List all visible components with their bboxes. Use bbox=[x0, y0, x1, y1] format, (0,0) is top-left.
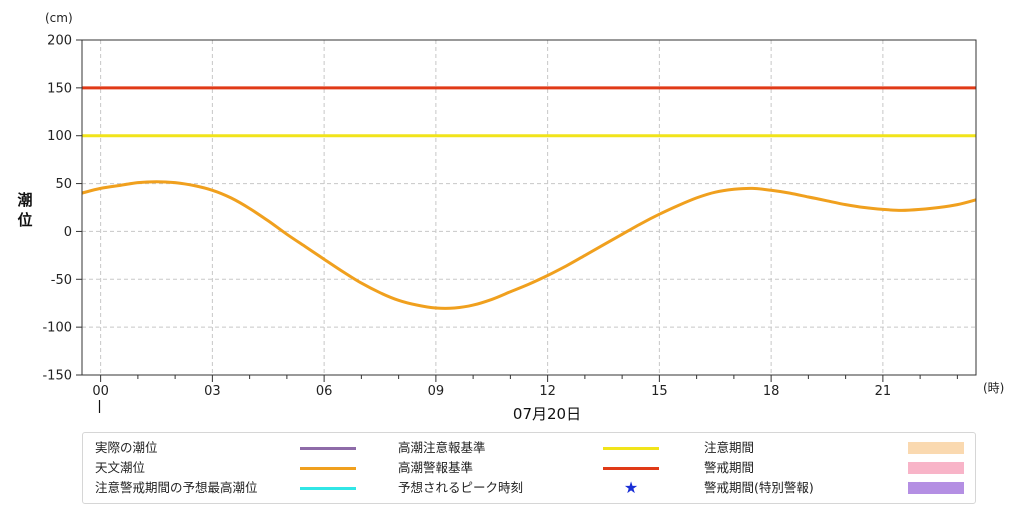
legend-swatch-rect bbox=[908, 442, 964, 454]
y-tick-label: -100 bbox=[42, 321, 72, 336]
legend: 実際の潮位天文潮位注意警戒期間の予想最高潮位 高潮注意報基準 高潮警報基準予想される… bbox=[82, 432, 976, 504]
star-icon: ★ bbox=[623, 478, 639, 497]
legend-item: 注意警戒期間の予想最高潮位 bbox=[95, 478, 360, 498]
tide-chart: 200 150 100 50 0 -50 -100 -150 00 03 06 09 12 15 18 21… bbox=[17, 11, 1004, 423]
y-tick-label: -50 bbox=[51, 273, 72, 288]
x-tick-label: 06 bbox=[316, 384, 333, 399]
legend-item: 天文潮位 bbox=[95, 458, 360, 478]
x-axis-ticks: 00 03 06 09 12 15 18 21 bbox=[92, 375, 958, 399]
legend-swatch-rect bbox=[908, 462, 964, 474]
legend-swatch-line bbox=[300, 447, 356, 450]
date-label: 07月20日 bbox=[513, 405, 581, 423]
legend-swatch-rect bbox=[908, 482, 964, 494]
legend-item: 予想されるピーク時刻 ★ bbox=[398, 478, 663, 498]
y-tick-label: 50 bbox=[55, 177, 72, 192]
x-tick-label: 03 bbox=[204, 384, 221, 399]
series-lines bbox=[81, 180, 977, 310]
legend-label: 天文潮位 bbox=[95, 460, 146, 475]
legend-item: 注意期間 bbox=[704, 438, 968, 458]
x-tick-label: 09 bbox=[428, 384, 445, 399]
y-tick-label: 150 bbox=[47, 81, 72, 96]
legend-label: 注意期間 bbox=[704, 440, 755, 455]
y-tick-label: 100 bbox=[47, 129, 72, 144]
legend-swatch-line bbox=[300, 487, 356, 490]
y-tick-label: 200 bbox=[47, 34, 72, 49]
legend-label: 警戒期間 bbox=[704, 460, 755, 475]
legend-label: 高潮警報基準 bbox=[398, 460, 474, 475]
x-tick-label: 00 bbox=[92, 384, 109, 399]
legend-item: 警戒期間 bbox=[704, 458, 968, 478]
plot-frame bbox=[81, 39, 977, 376]
y-axis-title-char: 位 bbox=[17, 211, 32, 229]
y-axis-title: 潮位 bbox=[17, 191, 32, 229]
legend-label: 実際の潮位 bbox=[95, 440, 158, 455]
y-axis-ticks: 200 150 100 50 0 -50 -100 -150 bbox=[42, 34, 82, 384]
x-tick-label: 21 bbox=[875, 384, 892, 399]
x-tick-label: 15 bbox=[651, 384, 668, 399]
legend-label: 予想されるピーク時刻 bbox=[398, 480, 524, 495]
x-tick-label: 12 bbox=[539, 384, 556, 399]
x-tick-label: 18 bbox=[763, 384, 780, 399]
threshold-lines bbox=[82, 86, 976, 138]
legend-item: 警戒期間(特別警報) bbox=[704, 478, 968, 498]
x-unit-label: (時) bbox=[983, 381, 1004, 395]
legend-swatch-line bbox=[603, 467, 659, 470]
y-tick-label: -150 bbox=[42, 369, 72, 384]
series-line-tide bbox=[81, 180, 977, 310]
legend-swatch-line bbox=[300, 467, 356, 470]
legend-swatch-line bbox=[603, 447, 659, 450]
y-unit-label: (cm) bbox=[45, 11, 73, 25]
legend-label: 高潮注意報基準 bbox=[398, 440, 486, 455]
y-axis-title-char: 潮 bbox=[17, 191, 32, 209]
legend-label: 警戒期間(特別警報) bbox=[704, 480, 814, 495]
legend-item: 実際の潮位 bbox=[95, 438, 360, 458]
y-tick-label: 0 bbox=[64, 225, 72, 240]
grid-lines bbox=[82, 40, 976, 375]
legend-label: 注意警戒期間の予想最高潮位 bbox=[95, 480, 258, 495]
legend-item: 高潮警報基準 bbox=[398, 458, 663, 478]
legend-item: 高潮注意報基準 bbox=[398, 438, 663, 458]
